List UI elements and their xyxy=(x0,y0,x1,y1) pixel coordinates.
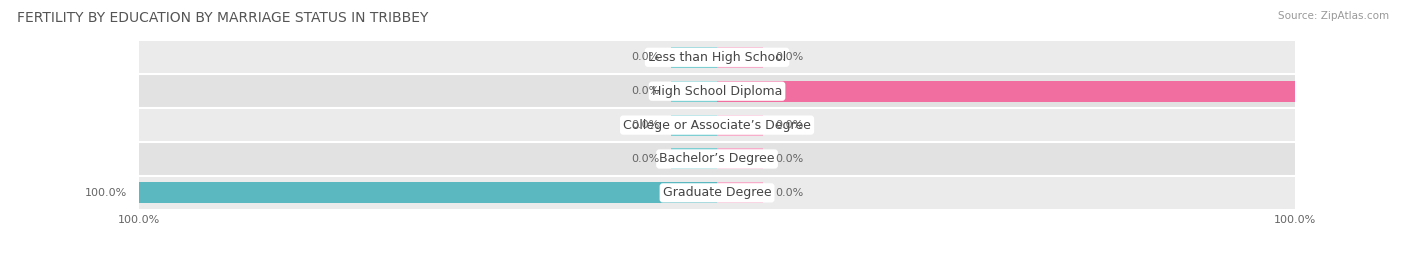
Bar xyxy=(671,115,717,136)
Text: 0.0%: 0.0% xyxy=(775,154,803,164)
Text: 100.0%: 100.0% xyxy=(1306,86,1353,96)
Bar xyxy=(717,182,763,203)
Text: Source: ZipAtlas.com: Source: ZipAtlas.com xyxy=(1278,11,1389,21)
Text: 0.0%: 0.0% xyxy=(775,52,803,62)
Text: FERTILITY BY EDUCATION BY MARRIAGE STATUS IN TRIBBEY: FERTILITY BY EDUCATION BY MARRIAGE STATU… xyxy=(17,11,429,25)
Text: Less than High School: Less than High School xyxy=(648,51,786,64)
Text: 0.0%: 0.0% xyxy=(631,154,659,164)
Bar xyxy=(717,81,1295,102)
Bar xyxy=(139,74,1295,108)
Bar xyxy=(717,47,763,68)
Text: 0.0%: 0.0% xyxy=(631,120,659,130)
Text: High School Diploma: High School Diploma xyxy=(652,85,782,98)
Text: Graduate Degree: Graduate Degree xyxy=(662,186,772,199)
Text: College or Associate’s Degree: College or Associate’s Degree xyxy=(623,119,811,132)
Bar xyxy=(139,182,717,203)
Text: Bachelor’s Degree: Bachelor’s Degree xyxy=(659,153,775,165)
Bar xyxy=(139,142,1295,176)
Text: 0.0%: 0.0% xyxy=(775,120,803,130)
Bar xyxy=(717,115,763,136)
Bar xyxy=(717,148,763,169)
Text: 0.0%: 0.0% xyxy=(631,86,659,96)
Bar xyxy=(671,47,717,68)
Bar xyxy=(671,148,717,169)
Bar xyxy=(139,108,1295,142)
Bar xyxy=(139,40,1295,74)
Text: 0.0%: 0.0% xyxy=(631,52,659,62)
Bar xyxy=(671,81,717,102)
Text: 0.0%: 0.0% xyxy=(775,188,803,198)
Text: 100.0%: 100.0% xyxy=(86,188,128,198)
Bar xyxy=(139,176,1295,210)
